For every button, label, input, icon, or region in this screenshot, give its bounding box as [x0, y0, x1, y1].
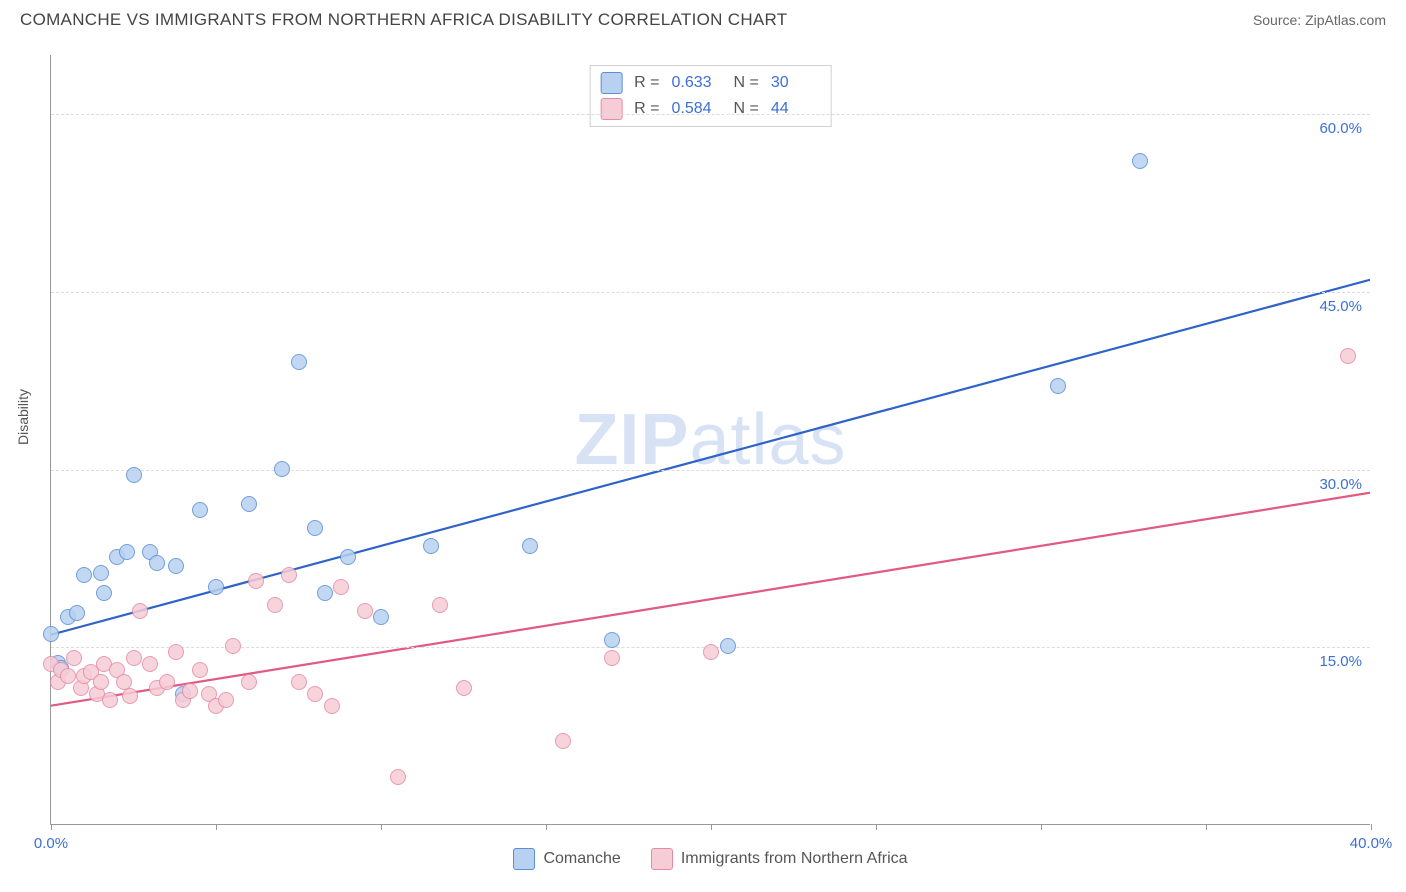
legend-swatch [600, 72, 622, 94]
data-point [168, 558, 184, 574]
x-tick [51, 824, 52, 830]
data-point [96, 585, 112, 601]
stat-label: R = [634, 74, 659, 92]
watermark: ZIPatlas [574, 399, 846, 481]
data-point [241, 674, 257, 690]
data-point [119, 544, 135, 560]
x-tick [216, 824, 217, 830]
data-point [149, 555, 165, 571]
source-attribution: Source: ZipAtlas.com [1253, 12, 1386, 28]
y-tick-label: 60.0% [1319, 120, 1362, 137]
data-point [1132, 153, 1148, 169]
gridline [51, 292, 1370, 293]
legend-swatch [651, 848, 673, 870]
data-point [456, 680, 472, 696]
data-point [159, 674, 175, 690]
n-value: 44 [771, 100, 821, 118]
stats-legend: R = 0.633 N = 30 R = 0.584 N = 44 [589, 65, 832, 127]
data-point [555, 733, 571, 749]
data-point [69, 605, 85, 621]
stats-legend-row: R = 0.584 N = 44 [600, 96, 821, 122]
legend-item: Immigrants from Northern Africa [651, 848, 908, 870]
plot-area: ZIPatlas R =0.633N =30R =0.584N =44 Coma… [50, 55, 1370, 825]
trend-lines [51, 55, 1370, 824]
stat-label: N = [734, 100, 759, 118]
stat-label: R = [634, 100, 659, 118]
legend-swatch [513, 848, 535, 870]
data-point [168, 644, 184, 660]
data-point [720, 638, 736, 654]
data-point [604, 650, 620, 666]
data-point [373, 609, 389, 625]
legend-label: Immigrants from Northern Africa [681, 850, 908, 868]
chart-title: COMANCHE VS IMMIGRANTS FROM NORTHERN AFR… [20, 10, 787, 30]
stats-legend-row: R = 0.633 N = 30 [600, 70, 821, 96]
gridline [51, 470, 1370, 471]
bottom-legend: Comanche Immigrants from Northern Africa [51, 848, 1370, 870]
x-tick-label: 0.0% [34, 835, 68, 852]
data-point [43, 626, 59, 642]
n-value: 30 [771, 74, 821, 92]
data-point [340, 549, 356, 565]
data-point [274, 461, 290, 477]
data-point [317, 585, 333, 601]
data-point [432, 597, 448, 613]
data-point [604, 632, 620, 648]
data-point [218, 692, 234, 708]
y-tick-label: 15.0% [1319, 653, 1362, 670]
x-tick [381, 824, 382, 830]
chart-container: Disability ZIPatlas R =0.633N =30R =0.58… [20, 45, 1386, 845]
data-point [307, 520, 323, 536]
y-tick-label: 30.0% [1319, 476, 1362, 493]
data-point [703, 644, 719, 660]
data-point [102, 692, 118, 708]
legend-swatch [600, 98, 622, 120]
data-point [182, 683, 198, 699]
data-point [66, 650, 82, 666]
data-point [291, 674, 307, 690]
data-point [291, 354, 307, 370]
data-point [122, 688, 138, 704]
legend-label: Comanche [543, 850, 620, 868]
r-value: 0.633 [672, 74, 722, 92]
r-value: 0.584 [672, 100, 722, 118]
x-tick [1041, 824, 1042, 830]
data-point [267, 597, 283, 613]
stat-label: N = [734, 74, 759, 92]
data-point [126, 650, 142, 666]
data-point [522, 538, 538, 554]
data-point [192, 502, 208, 518]
data-point [1050, 378, 1066, 394]
data-point [126, 467, 142, 483]
x-tick [711, 824, 712, 830]
data-point [248, 573, 264, 589]
y-tick-label: 45.0% [1319, 298, 1362, 315]
gridline [51, 114, 1370, 115]
data-point [1340, 348, 1356, 364]
data-point [93, 565, 109, 581]
data-point [241, 496, 257, 512]
data-point [390, 769, 406, 785]
x-tick [546, 824, 547, 830]
data-point [307, 686, 323, 702]
data-point [333, 579, 349, 595]
data-point [93, 674, 109, 690]
data-point [192, 662, 208, 678]
data-point [76, 567, 92, 583]
data-point [60, 668, 76, 684]
legend-item: Comanche [513, 848, 620, 870]
data-point [423, 538, 439, 554]
data-point [324, 698, 340, 714]
data-point [142, 656, 158, 672]
data-point [132, 603, 148, 619]
x-tick-label: 40.0% [1350, 835, 1393, 852]
data-point [208, 579, 224, 595]
data-point [225, 638, 241, 654]
data-point [357, 603, 373, 619]
x-tick [1371, 824, 1372, 830]
x-tick [876, 824, 877, 830]
data-point [281, 567, 297, 583]
y-axis-label: Disability [15, 389, 31, 445]
x-tick [1206, 824, 1207, 830]
